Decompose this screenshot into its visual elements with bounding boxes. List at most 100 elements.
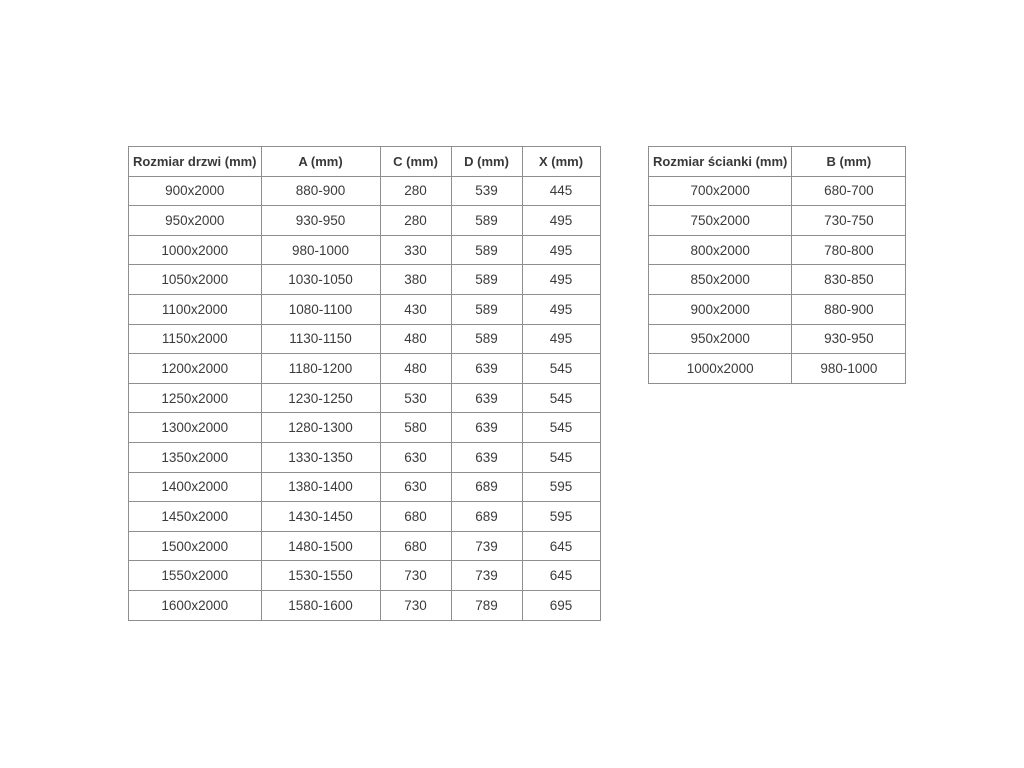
table-row: 850x2000 830-850 [647, 264, 907, 295]
table-cell: 480 [379, 323, 452, 355]
table-row: 1500x2000 1480-1500 680 739 645 [128, 530, 601, 562]
table-cell: 495 [521, 293, 601, 325]
table-cell: 900x2000 [128, 175, 262, 207]
table-cell: 589 [450, 234, 523, 266]
table-cell: 1080-1100 [260, 293, 381, 325]
column-header: X (mm) [521, 146, 601, 177]
table-cell: 1330-1350 [260, 441, 381, 473]
table-row: 900x2000 880-900 [647, 293, 907, 325]
table-cell: 689 [450, 501, 523, 532]
table-row: 1000x2000 980-1000 [647, 353, 907, 384]
table-cell: 1580-1600 [260, 589, 381, 621]
table-cell: 1200x2000 [128, 353, 262, 384]
table-row: 750x2000 730-750 [647, 205, 907, 236]
table-cell: 730 [379, 560, 452, 591]
table-cell: 1130-1150 [260, 323, 381, 355]
table-row: 1350x2000 1330-1350 630 639 545 [128, 441, 601, 473]
table-cell: 545 [521, 441, 601, 473]
table-cell: 380 [379, 264, 452, 295]
table-cell: 1280-1300 [260, 412, 381, 443]
wall-sizes-table: Rozmiar ścianki (mm) B (mm) 700x2000 680-7… [647, 146, 907, 384]
table-cell: 589 [450, 205, 523, 236]
table-cell: 695 [521, 589, 601, 621]
table-row: 900x2000 880-900 280 539 445 [128, 175, 601, 207]
table-cell: 495 [521, 323, 601, 355]
table-cell: 1600x2000 [128, 589, 262, 621]
column-header: A (mm) [260, 146, 381, 177]
table-row: 800x2000 780-800 [647, 234, 907, 266]
table-cell: 539 [450, 175, 523, 207]
column-header: D (mm) [450, 146, 523, 177]
table-cell: 1230-1250 [260, 382, 381, 414]
table-cell: 495 [521, 234, 601, 266]
table-cell: 1030-1050 [260, 264, 381, 295]
table-cell: 645 [521, 560, 601, 591]
table-cell: 780-800 [791, 234, 907, 266]
table-cell: 1550x2000 [128, 560, 262, 591]
table-cell: 1380-1400 [260, 471, 381, 503]
table-cell: 880-900 [791, 293, 907, 325]
table-row: 1100x2000 1080-1100 430 589 495 [128, 293, 601, 325]
table-cell: 980-1000 [791, 353, 907, 384]
table-cell: 1450x2000 [128, 501, 262, 532]
table-cell: 1530-1550 [260, 560, 381, 591]
table-cell: 930-950 [791, 323, 907, 355]
table-cell: 800x2000 [647, 234, 793, 266]
table-cell: 700x2000 [647, 175, 793, 207]
table-cell: 595 [521, 501, 601, 532]
table-cell: 930-950 [260, 205, 381, 236]
table-cell: 495 [521, 264, 601, 295]
table-cell: 480 [379, 353, 452, 384]
table-cell: 1180-1200 [260, 353, 381, 384]
table-cell: 980-1000 [260, 234, 381, 266]
table-cell: 1400x2000 [128, 471, 262, 503]
table-cell: 680 [379, 501, 452, 532]
table-cell: 1150x2000 [128, 323, 262, 355]
table-cell: 639 [450, 441, 523, 473]
table-cell: 900x2000 [647, 293, 793, 325]
table-cell: 445 [521, 175, 601, 207]
table-row: 1200x2000 1180-1200 480 639 545 [128, 353, 601, 384]
table-row: 1600x2000 1580-1600 730 789 695 [128, 589, 601, 621]
table-cell: 730 [379, 589, 452, 621]
table-row: 950x2000 930-950 [647, 323, 907, 355]
table-row: 1000x2000 980-1000 330 589 495 [128, 234, 601, 266]
table-cell: 739 [450, 560, 523, 591]
table-row: 1400x2000 1380-1400 630 689 595 [128, 471, 601, 503]
table-cell: 689 [450, 471, 523, 503]
table-cell: 589 [450, 323, 523, 355]
header-row: Rozmiar drzwi (mm) A (mm) C (mm) D (mm) X (m… [128, 146, 601, 177]
table-row: 1550x2000 1530-1550 730 739 645 [128, 560, 601, 591]
table-cell: 580 [379, 412, 452, 443]
table-cell: 789 [450, 589, 523, 621]
table-cell: 680-700 [791, 175, 907, 207]
table-cell: 1350x2000 [128, 441, 262, 473]
table-cell: 430 [379, 293, 452, 325]
table-cell: 1300x2000 [128, 412, 262, 443]
table-cell: 530 [379, 382, 452, 414]
table-cell: 1000x2000 [647, 353, 793, 384]
table-row: 1300x2000 1280-1300 580 639 545 [128, 412, 601, 443]
table-cell: 645 [521, 530, 601, 562]
door-sizes-table: Rozmiar drzwi (mm) A (mm) C (mm) D (mm) X (m… [128, 146, 601, 621]
column-header: Rozmiar drzwi (mm) [128, 146, 262, 177]
column-header: C (mm) [379, 146, 452, 177]
table-cell: 1500x2000 [128, 530, 262, 562]
table-cell: 739 [450, 530, 523, 562]
table-cell: 830-850 [791, 264, 907, 295]
table-cell: 545 [521, 382, 601, 414]
table-cell: 589 [450, 293, 523, 325]
table-cell: 639 [450, 353, 523, 384]
column-header: Rozmiar ścianki (mm) [647, 146, 793, 177]
table-cell: 280 [379, 205, 452, 236]
table-cell: 639 [450, 382, 523, 414]
table-cell: 1050x2000 [128, 264, 262, 295]
table-cell: 589 [450, 264, 523, 295]
table-cell: 495 [521, 205, 601, 236]
table-cell: 950x2000 [647, 323, 793, 355]
table-cell: 1000x2000 [128, 234, 262, 266]
table-cell: 280 [379, 175, 452, 207]
table-cell: 1100x2000 [128, 293, 262, 325]
table-cell: 630 [379, 471, 452, 503]
